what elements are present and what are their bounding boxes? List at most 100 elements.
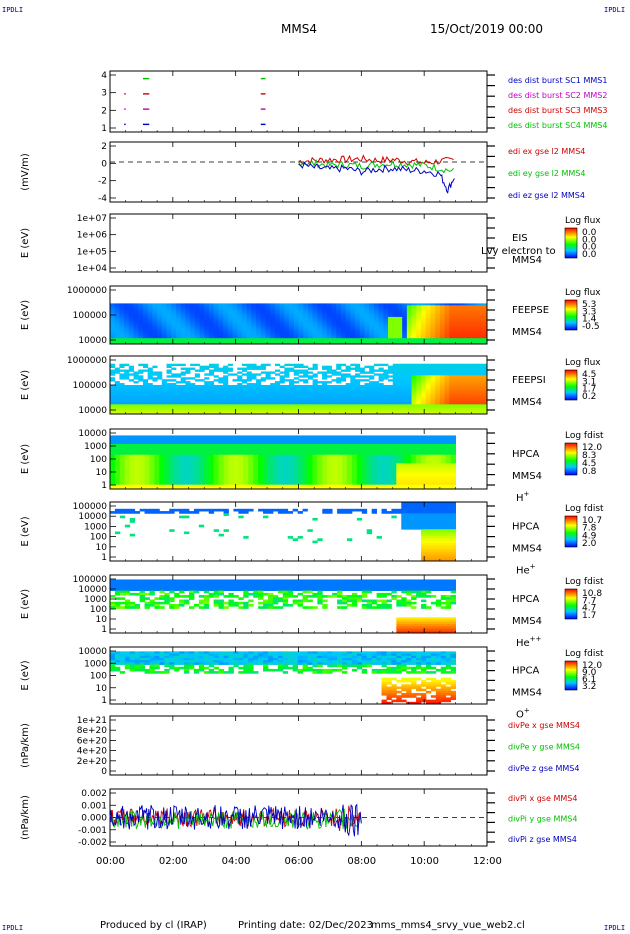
heatmap-cell [298,320,304,324]
heatmap-cell [256,412,262,415]
heatmap-cell [359,379,365,382]
heatmap-cell [449,385,455,388]
heatmap-cell [204,315,210,318]
heatmap-cell [435,373,441,376]
heatmap-cell [129,439,136,443]
heatmap-cell [223,385,229,388]
heatmap-cell [406,404,412,407]
heatmap-cell [345,340,351,343]
heatmap-cell [449,330,455,333]
heatmap-cell [232,303,238,306]
heatmap-cell [463,392,469,396]
heatmap-cell [124,439,131,443]
heatmap-cell [147,309,153,312]
heatmap-cell [317,311,323,314]
heatmap-cell [458,369,464,372]
heatmap-cell [166,408,172,411]
heatmap-cell [356,439,363,443]
heatmap-cell [265,390,271,394]
heatmap-cell [203,482,210,486]
heatmap-cell [251,406,257,409]
heatmap-cell [279,332,285,335]
heatmap-cell [282,437,289,441]
heatmap-cell [472,363,478,367]
heatmap-cell [463,330,469,333]
heatmap-cell [312,412,318,415]
heatmap-cell [188,476,195,479]
heatmap-cell [279,307,285,310]
heatmap-cell [312,315,318,318]
heatmap-cell [213,482,220,486]
heatmap-cell [144,476,150,479]
heatmap-cell [256,402,262,405]
heatmap-cell [260,392,266,396]
heatmap-cell [421,342,427,345]
heatmap-cell [260,334,266,337]
heatmap-cell [256,322,262,326]
heatmap-cell [185,412,191,415]
heatmap-cell [293,369,299,372]
heatmap-cell [274,336,281,339]
heatmap-cell [284,373,290,376]
heatmap-cell [157,388,163,392]
heatmap-cell [184,484,190,488]
heatmap-cell [359,408,365,411]
heatmap-cell [124,408,130,411]
heatmap-cell [482,311,488,314]
heatmap-cell [435,383,441,386]
heatmap-cell [258,486,264,490]
heatmap-cell [194,363,200,367]
heatmap-cell [199,330,205,333]
heatmap-cell [169,444,175,447]
heatmap-cell [171,386,177,390]
heatmap-cell [369,383,375,386]
heatmap-cell [174,456,180,460]
heatmap-cell [388,365,394,368]
heatmap-cell [350,313,356,316]
heatmap-cell [238,478,244,481]
heatmap-cell [388,336,394,339]
heatmap-cell [346,446,353,449]
y-axis-label: E (eV) [20,228,31,258]
heatmap-cell [449,400,455,403]
heatmap-cell [289,398,295,401]
heatmap-cell [472,381,478,384]
heatmap-cell [331,307,337,310]
heatmap-cell [114,388,120,392]
heatmap-cell [430,396,436,399]
heatmap-cell [345,305,351,308]
heatmap-cell [297,480,303,483]
heatmap-cell [468,392,474,396]
heatmap-cell [392,383,398,386]
heatmap-cell [246,316,252,320]
heatmap-cell [345,342,351,345]
heatmap-cell [392,342,398,345]
heatmap-cell [139,467,145,471]
heatmap-cell [174,484,180,488]
heatmap-cell [194,336,200,339]
heatmap-cell [193,465,200,468]
heatmap-cell [369,330,375,333]
heatmap-cell [154,476,160,479]
heatmap-cell [416,332,422,335]
heatmap-cell [298,316,304,320]
heatmap-cell [402,324,408,327]
heatmap-cell [152,324,158,327]
heatmap-cell [256,313,262,316]
heatmap-cell [188,448,195,451]
heatmap-cell [174,480,180,483]
heatmap-cell [129,444,136,447]
heatmap-cell [190,340,196,343]
heatmap-cell [267,456,274,460]
heatmap-cell [233,478,239,481]
heatmap-cell [227,367,233,370]
heatmap-cell [340,406,347,409]
heatmap-cell [133,406,139,409]
heatmap-cell [114,369,120,372]
heatmap-cell [218,320,224,324]
heatmap-cell [258,476,264,479]
heatmap-cell [193,450,200,453]
heatmap-cell [243,444,249,447]
heatmap-cell [142,307,149,310]
